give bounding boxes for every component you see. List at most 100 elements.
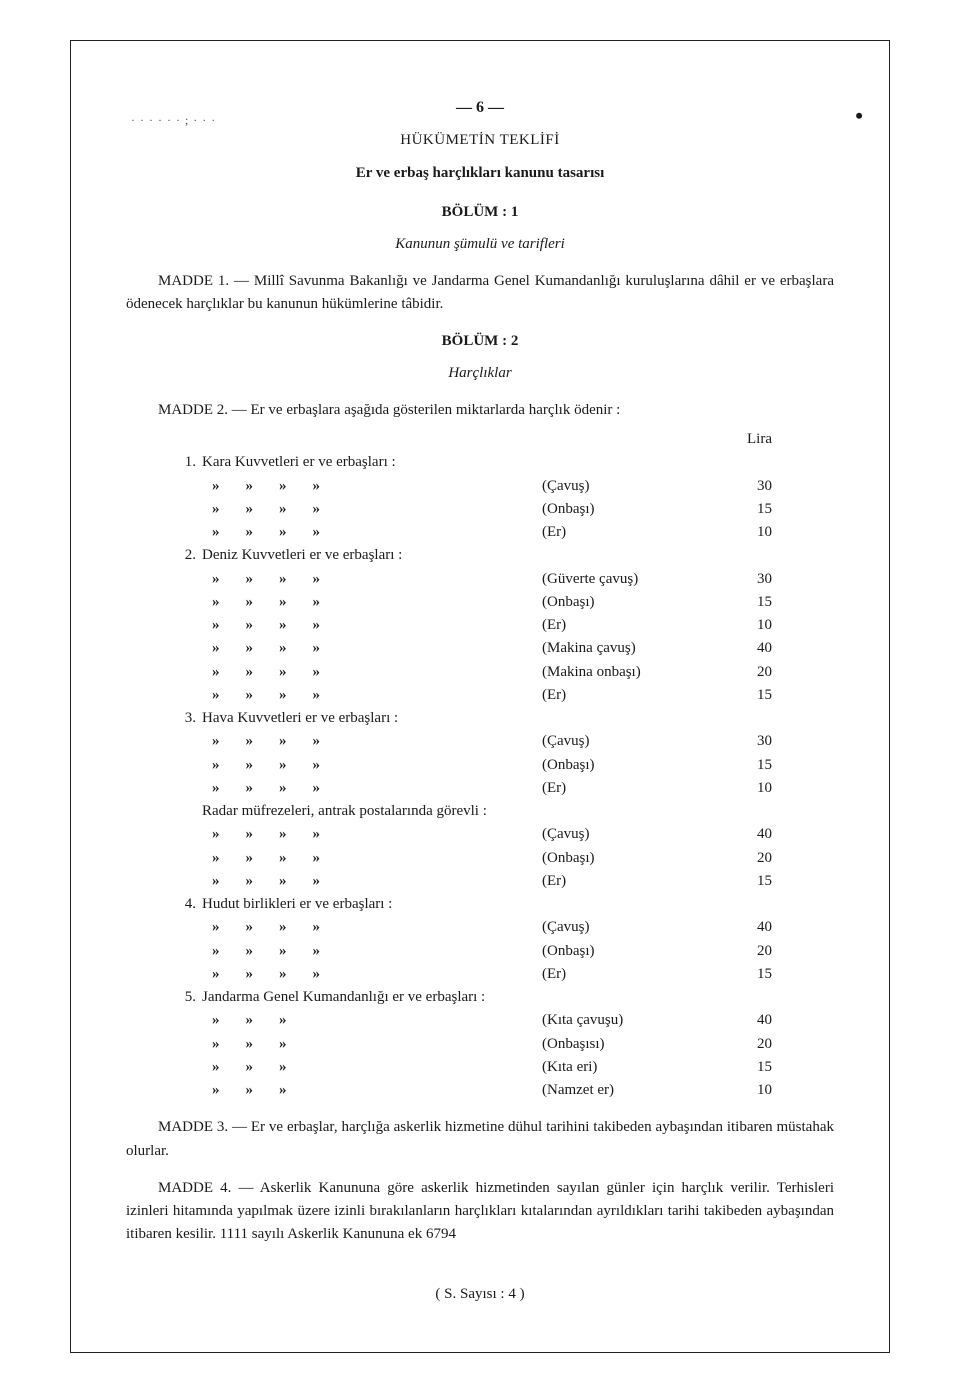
ditto-marks: »»»» <box>202 940 542 963</box>
lira-column-header: Lira <box>712 428 772 451</box>
table-row: »»»»(Onbaşı)20 <box>174 847 834 870</box>
table-group-label: 2.Deniz Kuvvetleri er ve erbaşları : <box>174 544 834 567</box>
group-number: 3. <box>174 707 202 730</box>
allowance-table: Lira 1.Kara Kuvvetleri er ve erbaşları :… <box>174 428 834 1102</box>
table-row: »»»»(Makina onbaşı)20 <box>174 661 834 684</box>
amount-value: 30 <box>712 568 772 591</box>
table-row: »»»»(Onbaşı)15 <box>174 591 834 614</box>
rank-label: (Çavuş) <box>542 475 712 498</box>
amount-value: 10 <box>712 521 772 544</box>
group-number: 5. <box>174 986 202 1009</box>
document-subtitle: Er ve erbaş harçlıkları kanunu tasarısı <box>126 162 834 185</box>
table-row: »»»»(Çavuş)30 <box>174 730 834 753</box>
section-2-subheader: Harçlıklar <box>126 362 834 385</box>
madde-1-text: MADDE 1. — Millî Savunma Bakanlığı ve Ja… <box>126 270 834 317</box>
table-row: »»»»(Makina çavuş)40 <box>174 637 834 660</box>
table-row: »»»»(Er)15 <box>174 684 834 707</box>
table-row: »»»»(Onbaşı)20 <box>174 940 834 963</box>
ditto-marks: »»»» <box>202 475 542 498</box>
table-group-label: Radar müfrezeleri, antrak postalarında g… <box>174 800 834 823</box>
table-row: »»»(Onbaşısı)20 <box>174 1033 834 1056</box>
rank-label: (Onbaşı) <box>542 940 712 963</box>
madde-3-text: MADDE 3. — Er ve erbaşlar, harçlığa aske… <box>126 1116 834 1163</box>
rank-label: (Makina onbaşı) <box>542 661 712 684</box>
table-row: »»»»(Er)10 <box>174 521 834 544</box>
rank-label: (Makina çavuş) <box>542 637 712 660</box>
table-row: »»»(Kıta çavuşu)40 <box>174 1009 834 1032</box>
group-label: Kara Kuvvetleri er ve erbaşları : <box>202 451 834 474</box>
amount-value: 15 <box>712 498 772 521</box>
rank-label: (Er) <box>542 614 712 637</box>
group-number: 4. <box>174 893 202 916</box>
rank-label: (Kıta çavuşu) <box>542 1009 712 1032</box>
group-label: Hudut birlikleri er ve erbaşları : <box>202 893 834 916</box>
rank-label: (Er) <box>542 521 712 544</box>
table-row: »»»»(Güverte çavuş)30 <box>174 568 834 591</box>
ditto-marks: »»»» <box>202 870 542 893</box>
section-1-header: BÖLÜM : 1 <box>126 201 834 224</box>
madde-4-text: MADDE 4. — Askerlik Kanununa göre askerl… <box>126 1177 834 1247</box>
amount-value: 20 <box>712 847 772 870</box>
page-number: — 6 — <box>126 96 834 121</box>
rank-label: (Onbaşı) <box>542 498 712 521</box>
table-group-label: 4.Hudut birlikleri er ve erbaşları : <box>174 893 834 916</box>
group-number: 1. <box>174 451 202 474</box>
ditto-marks: »»»» <box>202 847 542 870</box>
rank-label: (Er) <box>542 777 712 800</box>
amount-value: 10 <box>712 777 772 800</box>
amount-value: 20 <box>712 661 772 684</box>
ditto-marks: »»» <box>202 1079 542 1102</box>
section-1-subheader: Kanunun şümulü ve tarifleri <box>126 233 834 256</box>
amount-value: 10 <box>712 614 772 637</box>
table-group-label: 3.Hava Kuvvetleri er ve erbaşları : <box>174 707 834 730</box>
rank-label: (Er) <box>542 963 712 986</box>
page-footer-signature: ( S. Sayısı : 4 ) <box>126 1283 834 1306</box>
amount-value: 30 <box>712 475 772 498</box>
group-label: Jandarma Genel Kumandanlığı er ve erbaşl… <box>202 986 834 1009</box>
rank-label: (Onbaşı) <box>542 847 712 870</box>
amount-value: 20 <box>712 1033 772 1056</box>
ditto-marks: »»» <box>202 1033 542 1056</box>
table-header-row: Lira <box>174 428 834 451</box>
table-row: »»»»(Onbaşı)15 <box>174 498 834 521</box>
table-row: »»»»(Er)15 <box>174 963 834 986</box>
page-frame: · · · · · · ; · · · • — 6 — HÜKÜMETİN TE… <box>70 40 890 1353</box>
group-number: 2. <box>174 544 202 567</box>
rank-label: (Kıta eri) <box>542 1056 712 1079</box>
ditto-marks: »»»» <box>202 498 542 521</box>
amount-value: 15 <box>712 870 772 893</box>
table-row: »»»»(Çavuş)40 <box>174 916 834 939</box>
rank-label: (Onbaşısı) <box>542 1033 712 1056</box>
margin-dot: • <box>855 99 863 133</box>
ditto-marks: »»»» <box>202 963 542 986</box>
ditto-marks: »»» <box>202 1009 542 1032</box>
table-row: »»»»(Er)10 <box>174 777 834 800</box>
group-label: Hava Kuvvetleri er ve erbaşları : <box>202 707 834 730</box>
amount-value: 40 <box>712 823 772 846</box>
rank-label: (Çavuş) <box>542 823 712 846</box>
document-title: HÜKÜMETİN TEKLİFİ <box>126 129 834 152</box>
amount-value: 15 <box>712 963 772 986</box>
rank-label: (Er) <box>542 870 712 893</box>
rank-label: (Çavuş) <box>542 730 712 753</box>
amount-value: 40 <box>712 916 772 939</box>
ditto-marks: »»»» <box>202 916 542 939</box>
rank-label: (Er) <box>542 684 712 707</box>
amount-value: 15 <box>712 1056 772 1079</box>
section-2-header: BÖLÜM : 2 <box>126 330 834 353</box>
rank-label: (Çavuş) <box>542 916 712 939</box>
table-row: »»»»(Er)10 <box>174 614 834 637</box>
rank-label: (Güverte çavuş) <box>542 568 712 591</box>
ditto-marks: »»»» <box>202 823 542 846</box>
table-row: »»»(Namzet er)10 <box>174 1079 834 1102</box>
amount-value: 40 <box>712 637 772 660</box>
table-row: »»»»(Onbaşı)15 <box>174 754 834 777</box>
ditto-marks: »»»» <box>202 730 542 753</box>
ditto-marks: »»»» <box>202 661 542 684</box>
ditto-marks: »»» <box>202 1056 542 1079</box>
ditto-marks: »»»» <box>202 637 542 660</box>
ditto-marks: »»»» <box>202 568 542 591</box>
rank-label: (Onbaşı) <box>542 754 712 777</box>
scan-artifact: · · · · · · ; · · · <box>131 111 216 130</box>
table-group-label: 5.Jandarma Genel Kumandanlığı er ve erba… <box>174 986 834 1009</box>
